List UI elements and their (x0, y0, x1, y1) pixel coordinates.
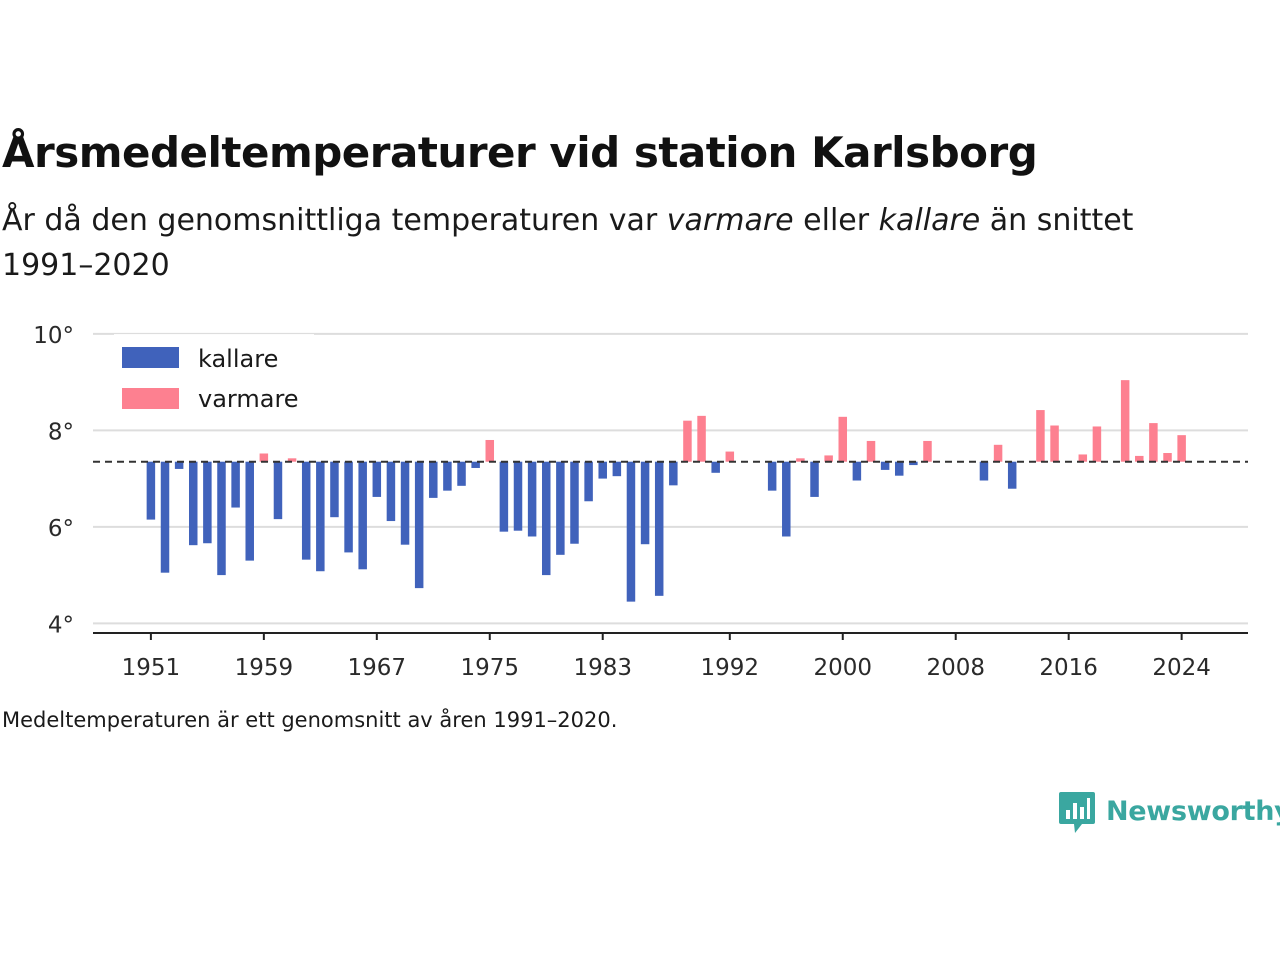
bar-kallare-1972 (443, 461, 452, 491)
x-tick-label: 1967 (348, 655, 407, 681)
bar-kallare-2005 (909, 461, 918, 466)
bar-kallare-1952 (160, 461, 170, 573)
subtitle-warm-word: varmare (666, 203, 794, 238)
bar-kallare-1957 (231, 461, 240, 508)
brand-name: Newsworthy (1106, 795, 1280, 827)
bar-kallare-1991 (711, 461, 720, 473)
chart-footnote: Medeltemperaturen är ett genomsnitt av å… (2, 708, 618, 732)
x-tick-label: 2000 (813, 655, 872, 681)
bar-kallare-2004 (894, 461, 904, 476)
bars (146, 380, 1186, 602)
bar-varmare-2023 (1163, 453, 1172, 462)
x-axis: 1951 1959 1967 1975 1983 1992 2000 2008 2016 2024 (93, 632, 1248, 681)
bar-kallare-1982 (584, 461, 593, 502)
x-tick-label: 1992 (701, 655, 760, 681)
bar-kallare-1976 (499, 461, 509, 532)
bar-kallare-1979 (541, 461, 551, 576)
bar-varmare-2021 (1135, 455, 1144, 462)
bar-varmare-2011 (993, 444, 1003, 462)
y-tick-label: 8° (48, 419, 74, 445)
y-tick-label: 10° (33, 323, 74, 349)
bar-kallare-1984 (612, 461, 622, 477)
chart-title: Årsmedeltemperaturer vid station Karlsbo… (2, 128, 1038, 177)
bar-varmare-1959 (259, 453, 269, 462)
x-tick-label: 1951 (122, 655, 181, 681)
bar-kallare-1955 (203, 461, 212, 544)
legend-swatch-varmare (122, 388, 179, 409)
y-tick-label: 4° (48, 612, 74, 638)
bar-varmare-2018 (1092, 426, 1102, 462)
y-tick-label: 6° (48, 516, 74, 542)
bar-kallare-1960 (273, 461, 283, 520)
legend: kallare varmare (114, 334, 314, 424)
bar-kallare-2001 (852, 461, 862, 481)
bar-kallare-1956 (217, 461, 226, 576)
bar-kallare-2012 (1007, 461, 1017, 489)
subtitle-part3: än snittet 1991–2020 (2, 203, 1134, 283)
newsworthy-logo-icon (1059, 792, 1095, 833)
bar-kallare-1987 (654, 461, 664, 596)
bar-kallare-1983 (598, 461, 607, 479)
bar-kallare-1958 (245, 461, 254, 561)
bar-varmare-1961 (287, 458, 297, 462)
x-tick-label: 1983 (573, 655, 632, 681)
legend-swatch-kallare (122, 347, 179, 368)
bar-kallare-1969 (400, 461, 410, 545)
bar-kallare-1967 (372, 461, 382, 497)
bar-kallare-1971 (429, 461, 438, 498)
bar-varmare-2017 (1078, 454, 1088, 462)
bar-kallare-1962 (301, 461, 311, 560)
bar-kallare-1978 (527, 461, 537, 537)
bar-kallare-1996 (782, 461, 791, 537)
x-tick-label: 2024 (1152, 655, 1211, 681)
bar-kallare-1951 (146, 461, 156, 520)
bar-varmare-2002 (866, 440, 876, 462)
bar-kallare-1963 (316, 461, 325, 572)
bar-kallare-2003 (880, 461, 890, 470)
bar-kallare-1974 (471, 461, 480, 468)
bar-kallare-1966 (358, 461, 367, 570)
bar-kallare-1964 (330, 461, 339, 518)
subtitle-part2: eller (793, 203, 879, 238)
bar-kallare-1980 (556, 461, 565, 555)
bar-kallare-1954 (189, 461, 198, 546)
x-tick-label: 1975 (460, 655, 519, 681)
bar-varmare-1990 (697, 415, 706, 462)
bar-kallare-1970 (414, 461, 424, 589)
bar-kallare-1998 (810, 461, 819, 497)
bar-varmare-2022 (1149, 423, 1158, 462)
bar-varmare-2006 (923, 440, 932, 462)
bar-varmare-2014 (1036, 410, 1045, 462)
bar-kallare-1981 (570, 461, 579, 544)
temperature-bar-chart: 4° 6° 8° 10° 1951 1959 1967 1975 1983 1992 2000 20… (33, 323, 1248, 681)
bar-kallare-1953 (174, 461, 184, 469)
bar-varmare-2015 (1050, 425, 1059, 462)
bar-varmare-1999 (824, 455, 833, 462)
bar-varmare-1992 (725, 451, 735, 462)
bar-kallare-1988 (669, 461, 678, 486)
bar-varmare-1975 (485, 439, 495, 462)
bar-kallare-1965 (344, 461, 353, 553)
bar-kallare-1986 (640, 461, 650, 545)
bar-kallare-2010 (979, 461, 989, 481)
bar-kallare-1995 (767, 461, 777, 491)
bar-kallare-1977 (513, 461, 523, 531)
bar-varmare-2000 (838, 416, 848, 462)
bar-varmare-1989 (683, 420, 692, 462)
x-tick-label: 1959 (235, 655, 294, 681)
bar-kallare-1985 (626, 461, 636, 602)
bar-varmare-2024 (1177, 435, 1186, 462)
legend-label-varmare: varmare (198, 385, 299, 413)
bar-varmare-1997 (796, 458, 805, 462)
bar-varmare-2020 (1120, 380, 1130, 462)
subtitle-part1: År då den genomsnittliga temperaturen va… (2, 203, 667, 238)
x-tick-label: 2008 (926, 655, 985, 681)
legend-label-kallare: kallare (198, 345, 278, 373)
newsworthy-brand[interactable]: Newsworthy (1058, 788, 1280, 834)
subtitle-cold-word: kallare (878, 203, 981, 238)
bar-kallare-1973 (457, 461, 466, 486)
x-tick-label: 2016 (1039, 655, 1098, 681)
chart-subtitle: År då den genomsnittliga temperaturen va… (2, 198, 1232, 288)
bar-kallare-1968 (386, 461, 396, 522)
